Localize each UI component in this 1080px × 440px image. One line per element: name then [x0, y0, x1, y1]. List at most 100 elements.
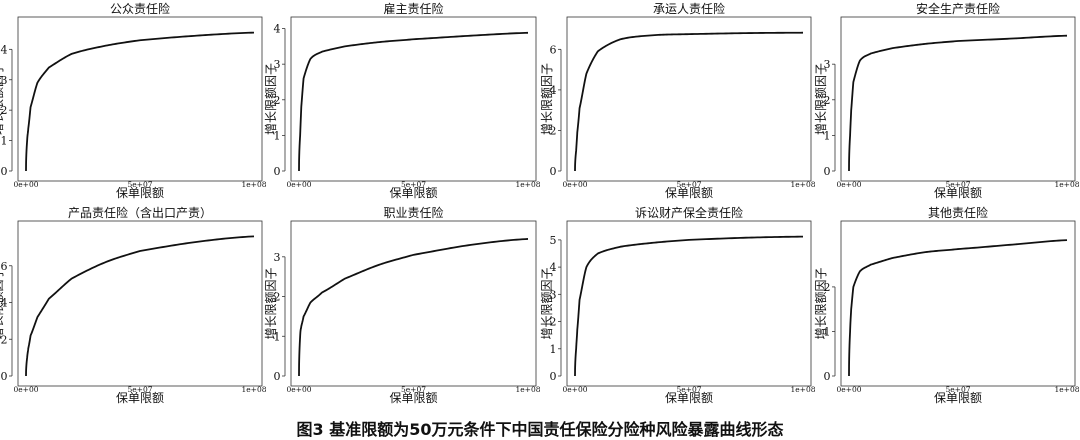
- y-tick-label: 2: [274, 291, 281, 304]
- y-axis-title: 增长限额因子: [0, 63, 5, 135]
- y-tick-label: 5: [550, 234, 557, 247]
- x-axis-title: 保单限额: [665, 391, 713, 405]
- x-tick-label: 0e+00: [286, 385, 311, 394]
- x-axis-title: 保单限额: [116, 186, 164, 200]
- y-tick-label: 2: [274, 94, 281, 107]
- plot-frame: [290, 220, 537, 387]
- x-tick-label: 0e+00: [562, 180, 587, 189]
- y-tick-label: 2: [1, 333, 8, 346]
- x-axis-title: 保单限额: [389, 391, 437, 405]
- x-tick-label: 1e+08: [1054, 385, 1079, 394]
- panel-title: 诉讼财产保全责任险: [635, 205, 743, 220]
- y-tick-label: 4: [550, 84, 557, 97]
- y-tick-label: 2: [824, 281, 831, 294]
- y-tick-label: 0: [1, 370, 8, 383]
- x-tick-label: 5e+07: [127, 180, 152, 189]
- x-tick-label: 1e+08: [515, 180, 540, 189]
- y-tick-label: 6: [550, 43, 557, 56]
- y-tick-label: 3: [274, 58, 281, 71]
- figure-caption: 图3 基准限额为50万元条件下中国责任保险分险种风险暴露曲线形态: [296, 420, 784, 439]
- series-line: [574, 235, 804, 377]
- y-tick-label: 1: [550, 343, 557, 356]
- x-tick-label: 0e+00: [836, 385, 861, 394]
- x-tick-label: 1e+08: [515, 385, 540, 394]
- plot-frame: [566, 220, 812, 387]
- y-tick-label: 2: [550, 124, 557, 137]
- y-tick-label: 2: [1, 104, 8, 117]
- y-tick-label: 3: [1, 74, 8, 87]
- y-axis-title: 增长限额因子: [540, 63, 554, 135]
- y-tick-label: 1: [274, 129, 281, 142]
- y-tick-label: 0: [1, 165, 8, 178]
- x-tick-label: 1e+08: [241, 180, 266, 189]
- x-axis-title: 保单限额: [934, 186, 982, 200]
- x-tick-label: 5e+07: [945, 385, 970, 394]
- y-axis-title: 增长限额因子: [264, 267, 278, 339]
- y-tick-label: 4: [1, 43, 8, 56]
- y-tick-label: 3: [824, 58, 831, 71]
- x-tick-label: 5e+07: [401, 385, 426, 394]
- panel-title: 安全生产责任险: [916, 1, 1000, 16]
- x-tick-label: 5e+07: [945, 180, 970, 189]
- chart-panel-1: 公众责任险 0 1 2 3 4 增长限额因子 0e+00 5e+07 1e+08 保单限额: [0, 1, 267, 200]
- y-tick-label: 0: [550, 165, 557, 178]
- chart-panel-2: 雇主责任险 0 1 2 3 4 增长限额因子 0e+00 5e+07 1e+08 保单限额: [264, 1, 541, 200]
- x-axis-title: 保单限额: [389, 186, 437, 200]
- x-tick-label: 1e+08: [241, 385, 266, 394]
- y-axis-title: 增长限额因子: [814, 267, 828, 339]
- x-tick-label: 5e+07: [676, 180, 701, 189]
- y-tick-label: 4: [1, 297, 8, 310]
- x-tick-label: 1e+08: [1054, 180, 1079, 189]
- y-tick-label: 3: [550, 288, 557, 301]
- x-tick-label: 0e+00: [562, 385, 587, 394]
- x-tick-label: 0e+00: [286, 180, 311, 189]
- x-axis-title: 保单限额: [665, 186, 713, 200]
- series-line: [298, 238, 529, 377]
- x-tick-label: 5e+07: [127, 385, 152, 394]
- y-tick-label: 4: [274, 23, 281, 36]
- y-tick-label: 0: [274, 165, 281, 178]
- x-tick-label: 1e+08: [790, 180, 815, 189]
- plot-frame: [290, 16, 537, 182]
- plot-frame: [840, 16, 1076, 182]
- y-tick-label: 1: [824, 325, 831, 338]
- chart-panel-6: 职业责任险 0 1 2 3 增长限额因子 0e+00 5e+07 1e+08 保单限额: [264, 205, 541, 405]
- y-tick-label: 1: [1, 135, 8, 148]
- y-axis-title: 增长限额因子: [264, 63, 278, 135]
- y-tick-label: 0: [550, 370, 557, 383]
- y-tick-label: 4: [550, 261, 557, 274]
- chart-panel-3: 承运人责任险 0 2 4 6 增长限额因子 0e+00 5e+07 1e+08 保单限额: [540, 1, 816, 200]
- series-line: [25, 235, 255, 377]
- y-tick-label: 6: [1, 260, 8, 273]
- panel-title: 雇主责任险: [383, 1, 443, 16]
- panel-title: 承运人责任险: [653, 1, 725, 16]
- chart-panel-7: 诉讼财产保全责任险 0 1 2 3 4 5 增长限额因子 0e+00 5e+07 1e+08 保单限额: [540, 205, 816, 405]
- series-line: [848, 34, 1068, 172]
- plot-frame: [840, 220, 1076, 387]
- panel-title: 职业责任险: [383, 205, 443, 220]
- series-line: [25, 31, 255, 172]
- y-tick-label: 1: [824, 129, 831, 142]
- panel-title: 公众责任险: [110, 1, 170, 16]
- y-axis-title: 增长限额因子: [540, 267, 554, 339]
- y-tick-label: 2: [550, 316, 557, 329]
- y-axis-title: 增长限额因子: [0, 267, 5, 339]
- y-tick-label: 0: [274, 370, 281, 383]
- y-axis-title: 增长限额因子: [814, 63, 828, 135]
- plot-frame: [17, 220, 263, 387]
- y-tick-label: 0: [824, 165, 831, 178]
- plot-frame: [17, 16, 263, 182]
- y-tick-label: 0: [824, 370, 831, 383]
- panel-title: 其他责任险: [928, 205, 988, 220]
- x-tick-label: 5e+07: [401, 180, 426, 189]
- x-tick-label: 0e+00: [13, 385, 38, 394]
- series-line: [848, 239, 1068, 377]
- plot-frame: [566, 16, 812, 182]
- x-axis-title: 保单限额: [934, 391, 982, 405]
- series-line: [298, 31, 529, 172]
- y-tick-label: 2: [824, 94, 831, 107]
- x-axis-title: 保单限额: [116, 391, 164, 405]
- x-tick-label: 0e+00: [836, 180, 861, 189]
